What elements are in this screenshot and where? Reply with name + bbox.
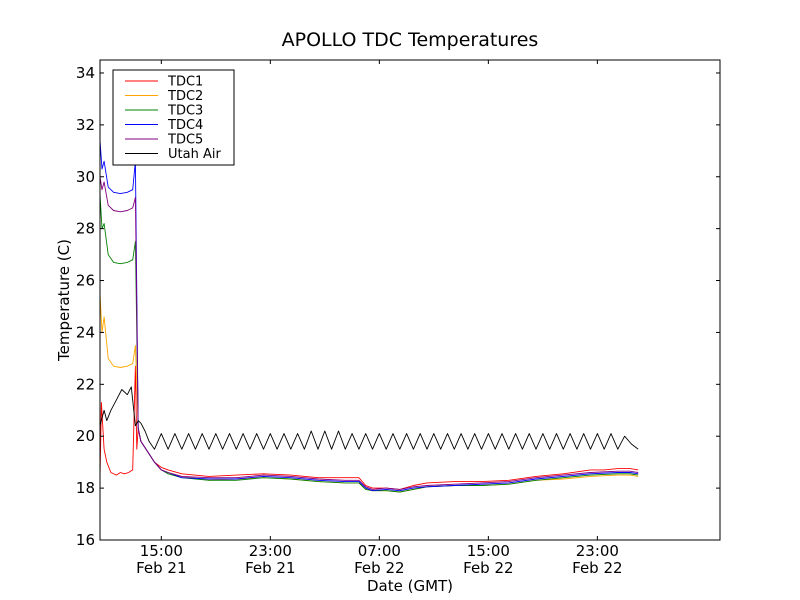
y-tick-label: 26 bbox=[76, 272, 95, 290]
legend-label-tdc1: TDC1 bbox=[167, 75, 203, 90]
y-tick-label: 28 bbox=[76, 220, 95, 238]
series-layer bbox=[100, 140, 639, 493]
series-line-tdc3 bbox=[100, 194, 639, 493]
x-tick-time-label: 07:00 bbox=[358, 542, 401, 560]
x-tick-date-label: Feb 21 bbox=[245, 559, 295, 577]
x-tick-date-label: Feb 22 bbox=[572, 559, 622, 577]
legend-label-utah-air: Utah Air bbox=[168, 147, 221, 162]
legend-label-tdc3: TDC3 bbox=[167, 104, 203, 119]
x-axis-label: Date (GMT) bbox=[367, 577, 453, 595]
y-tick-label: 32 bbox=[76, 116, 95, 134]
y-tick-label: 18 bbox=[76, 479, 95, 497]
legend-label-tdc5: TDC5 bbox=[167, 133, 203, 148]
x-tick-date-label: Feb 22 bbox=[354, 559, 404, 577]
x-tick-time-label: 23:00 bbox=[576, 542, 619, 560]
series-line-utah-air bbox=[100, 386, 639, 450]
series-line-tdc1 bbox=[100, 365, 639, 490]
y-tick-label: 30 bbox=[76, 168, 95, 186]
legend-box bbox=[112, 69, 235, 166]
y-axis-label: Temperature (C) bbox=[55, 239, 73, 362]
x-tick-time-label: 15:00 bbox=[140, 542, 183, 560]
x-tick-time-label: 23:00 bbox=[249, 542, 292, 560]
legend-label-tdc4: TDC4 bbox=[167, 118, 203, 133]
x-tick-date-label: Feb 21 bbox=[136, 559, 186, 577]
y-tick-label: 24 bbox=[76, 323, 95, 341]
series-line-tdc4 bbox=[100, 140, 639, 492]
x-tick-time-label: 15:00 bbox=[467, 542, 510, 560]
chart-title: APOLLO TDC Temperatures bbox=[282, 29, 539, 51]
legend-label-tdc2: TDC2 bbox=[167, 89, 203, 104]
y-tick-label: 22 bbox=[76, 375, 95, 393]
y-tick-label: 20 bbox=[76, 427, 95, 445]
series-line-tdc5 bbox=[100, 176, 639, 490]
y-tick-label: 16 bbox=[76, 531, 95, 549]
y-tick-label: 34 bbox=[76, 64, 95, 82]
x-tick-date-label: Feb 22 bbox=[463, 559, 513, 577]
plot-frame bbox=[99, 59, 721, 541]
